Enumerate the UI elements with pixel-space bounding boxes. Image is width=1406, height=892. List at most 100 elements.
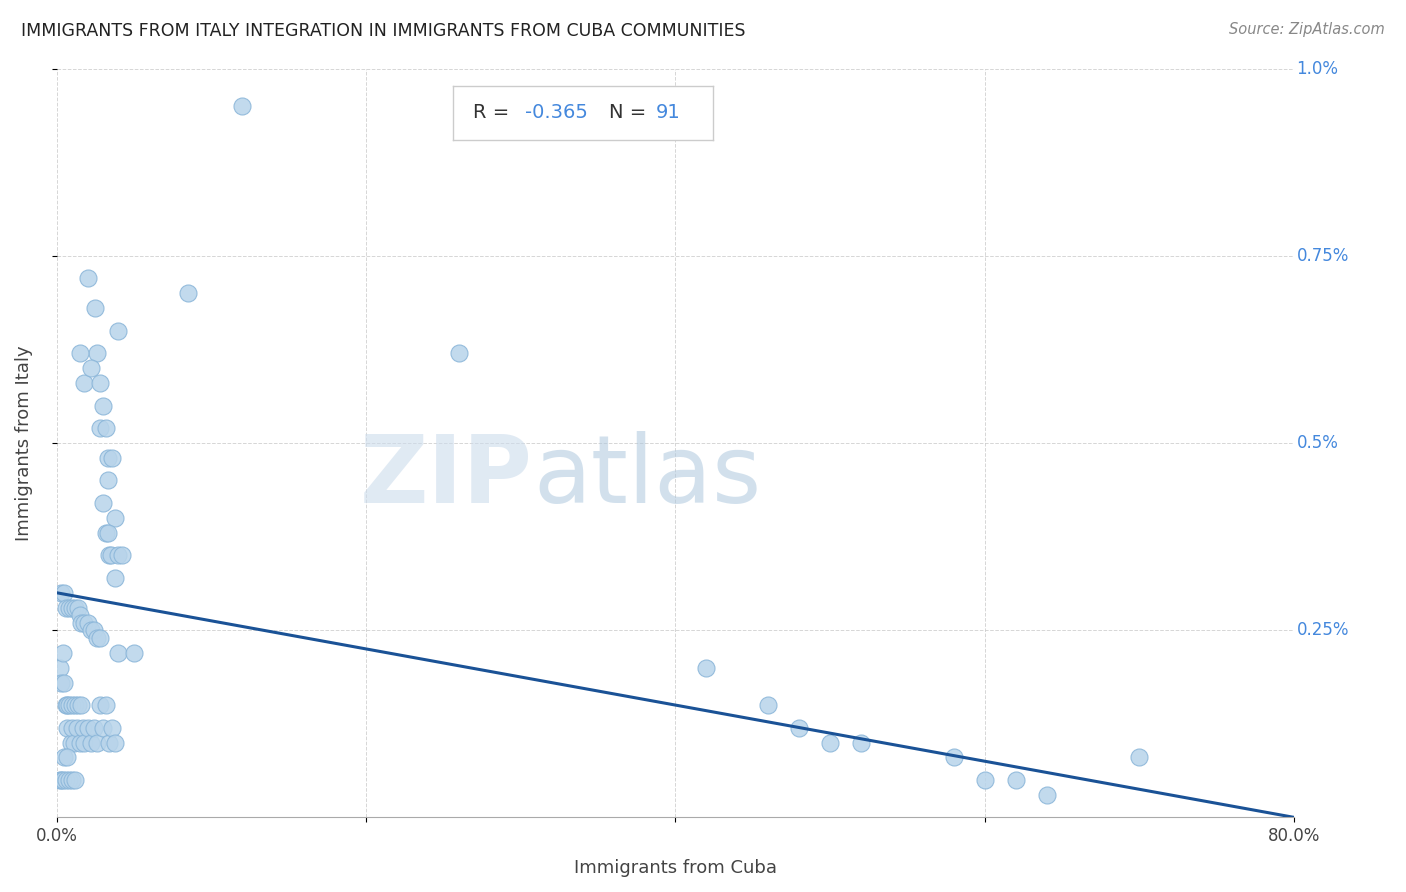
Point <box>122 646 145 660</box>
Text: ZIP: ZIP <box>360 431 533 523</box>
X-axis label: Immigrants from Cuba: Immigrants from Cuba <box>574 859 778 877</box>
Point <box>53 675 76 690</box>
Point <box>76 615 98 630</box>
Point <box>89 631 111 645</box>
Point <box>98 735 121 749</box>
Point <box>84 301 107 316</box>
Point <box>94 421 117 435</box>
Point <box>67 600 90 615</box>
Point <box>86 735 108 749</box>
Point <box>63 600 86 615</box>
Point <box>98 549 121 563</box>
Point <box>91 399 114 413</box>
Point <box>66 721 89 735</box>
Point <box>51 586 73 600</box>
Point <box>104 735 127 749</box>
Point <box>48 772 70 787</box>
Point <box>60 721 83 735</box>
Point <box>52 772 75 787</box>
Point <box>73 376 96 390</box>
Point <box>76 271 98 285</box>
Point <box>69 735 91 749</box>
Point <box>100 549 122 563</box>
Text: Source: ZipAtlas.com: Source: ZipAtlas.com <box>1229 22 1385 37</box>
Point <box>67 698 90 712</box>
Y-axis label: Immigrants from Italy: Immigrants from Italy <box>15 345 32 541</box>
Point <box>70 615 93 630</box>
Point <box>56 698 79 712</box>
Point <box>86 631 108 645</box>
Point <box>104 571 127 585</box>
Point <box>55 772 77 787</box>
Point <box>110 549 132 563</box>
Text: 0.25%: 0.25% <box>1296 621 1350 640</box>
Point <box>1128 750 1150 764</box>
Point <box>69 346 91 360</box>
Point <box>53 750 76 764</box>
Point <box>59 735 82 749</box>
Point <box>52 646 75 660</box>
Point <box>107 549 129 563</box>
Point <box>58 600 80 615</box>
Point <box>695 660 717 674</box>
Point <box>83 623 105 637</box>
Point <box>51 675 73 690</box>
Point <box>942 750 965 764</box>
Point <box>76 721 98 735</box>
Point <box>97 474 120 488</box>
Point <box>91 721 114 735</box>
Point <box>63 698 86 712</box>
Point <box>51 772 73 787</box>
Point <box>756 698 779 712</box>
Point <box>63 772 86 787</box>
Point <box>91 496 114 510</box>
Point <box>104 511 127 525</box>
Point <box>60 772 83 787</box>
Point <box>177 286 200 301</box>
Point <box>83 721 105 735</box>
Point <box>818 735 841 749</box>
Point <box>1004 772 1026 787</box>
Point <box>70 698 93 712</box>
Point <box>56 750 79 764</box>
Point <box>55 698 77 712</box>
Point <box>48 660 70 674</box>
Point <box>86 346 108 360</box>
Point <box>1035 788 1057 802</box>
Text: 1.0%: 1.0% <box>1296 60 1339 78</box>
Point <box>231 99 253 113</box>
Point <box>60 600 83 615</box>
Point <box>53 586 76 600</box>
Point <box>101 450 124 465</box>
Point <box>79 623 101 637</box>
Point <box>72 721 94 735</box>
Point <box>79 361 101 376</box>
Point <box>447 346 470 360</box>
Point <box>973 772 995 787</box>
Point <box>849 735 872 749</box>
Point <box>97 525 120 540</box>
Point <box>94 698 117 712</box>
Text: 0.5%: 0.5% <box>1296 434 1339 452</box>
Point <box>107 324 129 338</box>
Point <box>60 698 83 712</box>
Point <box>79 735 101 749</box>
Point <box>58 772 80 787</box>
Point <box>73 615 96 630</box>
Point <box>89 376 111 390</box>
Point <box>107 646 129 660</box>
Text: IMMIGRANTS FROM ITALY INTEGRATION IN IMMIGRANTS FROM CUBA COMMUNITIES: IMMIGRANTS FROM ITALY INTEGRATION IN IMM… <box>21 22 745 40</box>
Point <box>55 600 77 615</box>
Point <box>56 721 79 735</box>
Point <box>62 735 84 749</box>
Text: atlas: atlas <box>533 431 761 523</box>
Point <box>787 721 810 735</box>
Point <box>94 525 117 540</box>
Point <box>73 735 96 749</box>
Point <box>101 721 124 735</box>
Text: 0.75%: 0.75% <box>1296 247 1348 265</box>
Point <box>58 698 80 712</box>
Point <box>97 450 120 465</box>
Point <box>69 608 91 623</box>
Point <box>89 421 111 435</box>
